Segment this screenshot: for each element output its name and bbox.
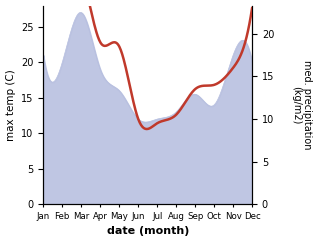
Y-axis label: med. precipitation
(kg/m2): med. precipitation (kg/m2)	[291, 60, 313, 150]
Y-axis label: max temp (C): max temp (C)	[5, 69, 16, 141]
X-axis label: date (month): date (month)	[107, 227, 189, 236]
